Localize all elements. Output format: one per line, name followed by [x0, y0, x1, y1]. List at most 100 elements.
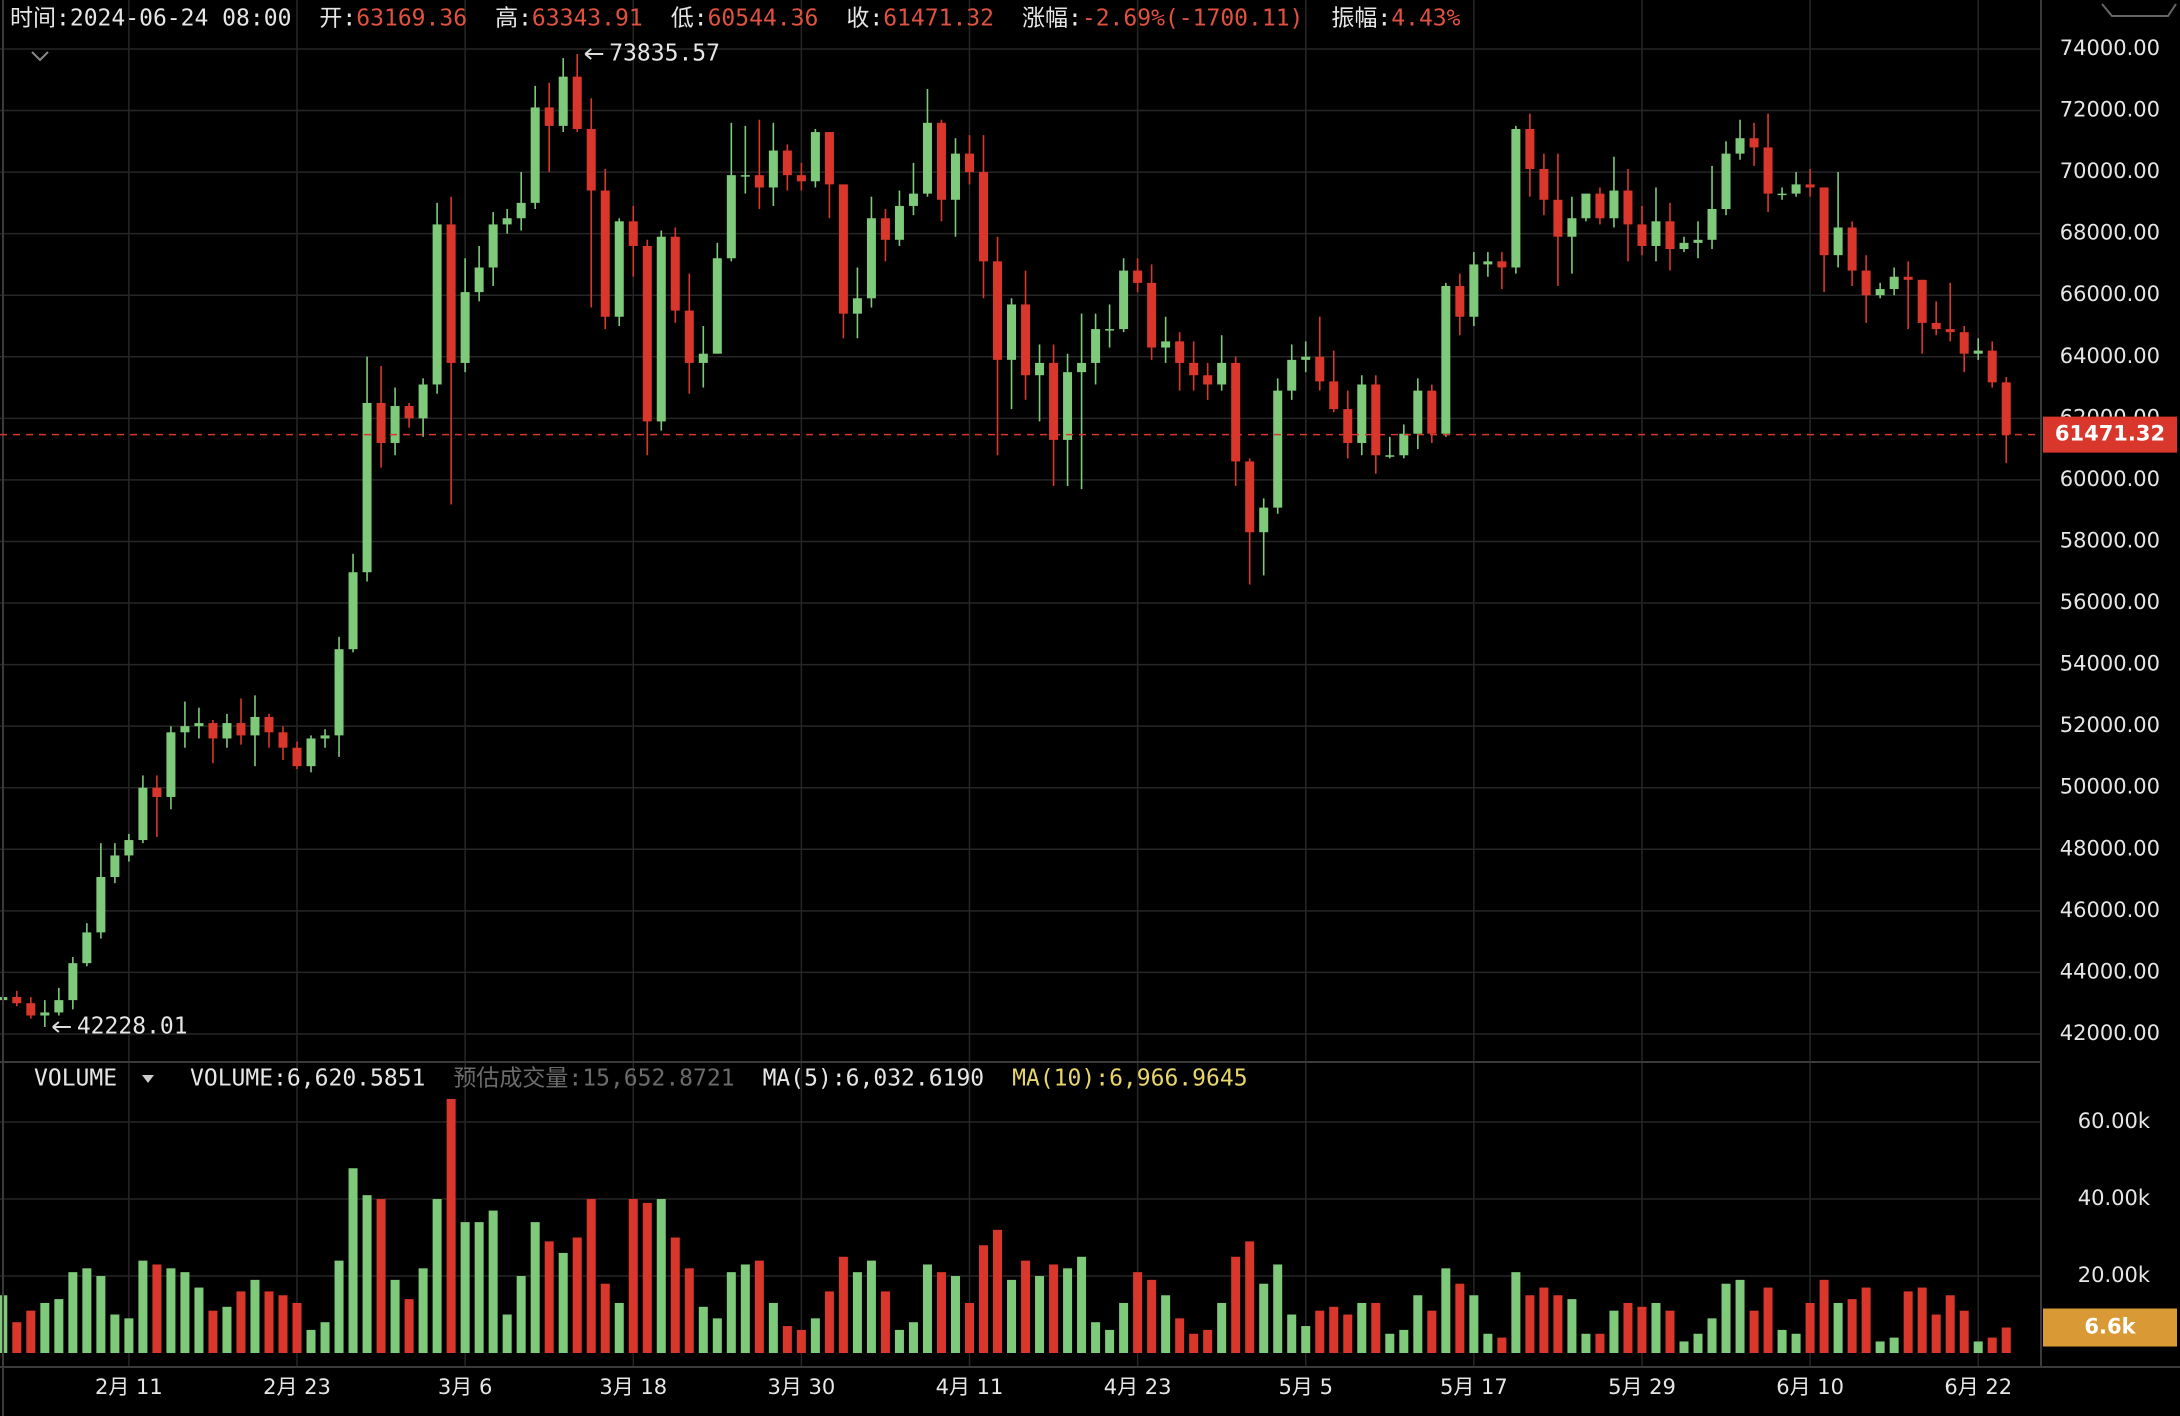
y-tick-label: 64000.00: [2060, 344, 2160, 368]
panel-toggle-button[interactable]: [2101, 3, 2177, 17]
candle-body: [600, 190, 610, 317]
candle-body: [530, 107, 540, 203]
volume-bar: [1945, 1295, 1955, 1353]
volume-legend-item: VOLUME:6,620.5851: [190, 1066, 425, 1092]
volume-bar: [600, 1283, 610, 1353]
y-tick-label: 48000.00: [2060, 836, 2160, 860]
volume-bar: [306, 1329, 316, 1353]
volume-bar: [1959, 1310, 1969, 1353]
x-tick-label: 3月 30: [767, 1375, 835, 1399]
volume-bar: [1329, 1306, 1339, 1353]
volume-bar: [474, 1222, 484, 1353]
candle-body: [124, 840, 134, 856]
candle-body: [1483, 261, 1493, 265]
volume-bar: [572, 1237, 582, 1353]
candle-body: [306, 738, 316, 767]
candle-body: [544, 107, 554, 126]
volume-title[interactable]: VOLUME: [34, 1066, 117, 1092]
candle-body: [1175, 341, 1185, 363]
header-item: 61471.32: [883, 6, 994, 32]
volume-bar: [628, 1199, 638, 1353]
candle-body: [936, 122, 946, 200]
candle-body: [278, 732, 288, 748]
volume-bar: [82, 1268, 92, 1353]
header-item: 低:: [671, 6, 708, 32]
y-tick-label: 70000.00: [2060, 159, 2160, 183]
volume-bar: [1889, 1337, 1899, 1353]
candle-body: [1455, 285, 1465, 317]
volume-bar: [1637, 1306, 1647, 1353]
volume-bar: [166, 1268, 176, 1353]
header-item: 63169.36: [356, 6, 467, 32]
candle-body: [1497, 261, 1507, 268]
candle-body: [1203, 375, 1213, 385]
candle-body: [586, 128, 596, 191]
candle-body: [40, 1012, 50, 1016]
volume-bar: [1413, 1295, 1423, 1353]
collapse-chevron[interactable]: [31, 51, 49, 62]
volume-bar: [516, 1276, 526, 1353]
volume-bar: [1427, 1310, 1437, 1353]
x-tick-label: 3月 18: [599, 1375, 667, 1399]
volume-bar: [1931, 1314, 1941, 1353]
volume-dropdown-arrow[interactable]: [142, 1075, 154, 1083]
candle-body: [1945, 329, 1955, 333]
volume-bar: [1847, 1299, 1857, 1353]
last-price-label: 61471.32: [2055, 422, 2165, 446]
volume-bar: [1231, 1256, 1241, 1353]
volume-bar: [656, 1199, 666, 1353]
volume-bar: [1763, 1287, 1773, 1353]
candle-body: [1959, 332, 1969, 354]
candle-body: [166, 732, 176, 797]
volume-bar: [922, 1264, 932, 1353]
volume-bar: [502, 1314, 512, 1353]
candle-body: [1553, 199, 1563, 237]
volume-bar: [1455, 1283, 1465, 1353]
candle-body: [810, 132, 820, 182]
volume-bar: [1007, 1279, 1017, 1353]
volume-bar: [1105, 1329, 1115, 1353]
candle-body: [964, 153, 974, 173]
candle-body: [698, 353, 708, 363]
x-tick-label: 6月 10: [1776, 1375, 1844, 1399]
candle-body: [1063, 372, 1073, 440]
candle-body: [754, 175, 764, 188]
volume-bar: [936, 1272, 946, 1353]
candle-body: [474, 267, 484, 293]
volume-bar: [810, 1318, 820, 1353]
candle-body: [1805, 184, 1815, 188]
volume-bar: [488, 1210, 498, 1353]
volume-bar: [194, 1287, 204, 1353]
volume-bar: [1679, 1341, 1689, 1353]
volume-bar: [796, 1329, 806, 1353]
volume-bar: [40, 1302, 50, 1353]
volume-bar: [1399, 1329, 1409, 1353]
x-tick-label: 4月 11: [936, 1375, 1004, 1399]
volume-bar: [1259, 1283, 1269, 1353]
candle-body: [1763, 147, 1773, 194]
candle-body: [1903, 276, 1913, 280]
volume-bar: [96, 1276, 106, 1353]
volume-bar: [1161, 1295, 1171, 1353]
candle-body: [236, 723, 246, 736]
candle-body: [418, 384, 428, 419]
candle-body: [1049, 362, 1059, 440]
candle-body: [1273, 390, 1283, 508]
candle-body: [82, 932, 92, 964]
volume-bar: [964, 1302, 974, 1353]
last-price-box: [2043, 416, 2177, 453]
candle-body: [376, 402, 386, 443]
volume-bar: [1777, 1329, 1787, 1353]
volume-bar: [1385, 1333, 1395, 1353]
volume-bar: [110, 1314, 120, 1353]
candle-body: [180, 726, 190, 733]
candle-body: [1343, 409, 1353, 443]
candle-body: [1259, 507, 1269, 533]
volume-bar: [558, 1252, 568, 1353]
candle-body: [979, 172, 989, 262]
volume-bar: [264, 1291, 274, 1353]
volume-legend-item: 预估成交量:15,652.8721: [453, 1066, 734, 1092]
header-item: -2.69%(-1700.11): [1082, 6, 1304, 32]
volume-tick-label: 40.00k: [2078, 1186, 2151, 1210]
